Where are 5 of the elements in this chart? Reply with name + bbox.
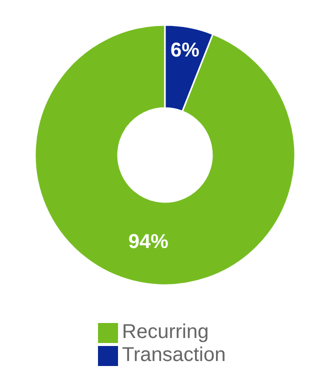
data-label: 94% (128, 230, 169, 253)
legend-label: Transaction (122, 344, 226, 366)
data-label: 6% (170, 39, 200, 62)
donut-slice (34, 24, 296, 286)
legend-label: Recurring (122, 321, 209, 343)
